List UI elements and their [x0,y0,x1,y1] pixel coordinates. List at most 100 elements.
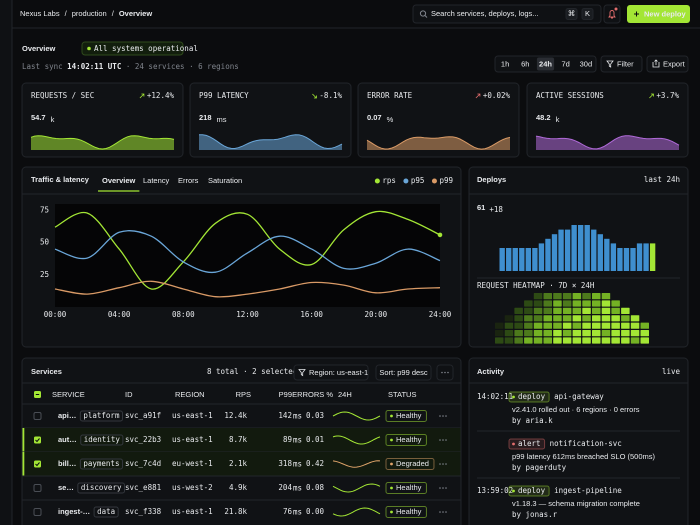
service-tag: data [97,507,115,516]
column-header: ID [125,390,133,399]
search-box[interactable] [412,4,602,24]
heatmap-cell [611,322,620,329]
heatmap-cell [611,300,620,307]
chart-tab[interactable]: Errors [178,176,199,185]
legend-label: p95 [411,176,425,185]
activity-kind-dot [512,442,515,446]
service-p99: 76 [283,507,293,516]
deploy-bar [578,225,584,271]
heatmap-cell [601,337,611,344]
deploys-total: 61 [477,203,485,212]
row-selected-bar [22,452,25,476]
service-id: svc_f338 [125,507,162,516]
kpi-value: 0.07 [367,113,382,122]
service-rps: 4.9k [229,483,248,492]
kpi-sparkline-area [31,135,174,150]
deploy-bar [499,248,505,271]
export-button[interactable] [646,55,689,73]
column-header: 24H [338,390,352,399]
service-name: aut… [58,435,77,444]
service-rps: 12.4k [224,411,247,420]
kbd [565,8,578,20]
heatmap-cell [504,315,514,322]
page-title: Overview [22,44,56,53]
kpi-delta: +3.7% [656,91,679,100]
heatmap-cell [562,337,572,344]
heatmap-cell [601,307,611,314]
row-menu [445,439,447,441]
row-checkbox[interactable] [33,484,42,492]
range-button: 30d [580,59,593,68]
status-text: All systems operational [94,44,198,53]
service-p99-unit: ms [293,412,302,421]
range-button: 1h [501,59,509,68]
row-checkbox[interactable] [34,460,41,468]
services-title: Services [31,367,62,376]
service-p99: 204 [278,483,292,492]
new-deploy-button[interactable] [627,5,690,23]
checkbox-check [35,462,40,467]
service-id: svc_a91f [125,411,161,420]
service-rps: 8.7k [229,435,248,444]
heatmap-cell [524,330,533,337]
plot-area [55,204,440,307]
filter-button[interactable] [600,55,643,73]
legend-label: rps [382,176,396,185]
row-menu [445,511,447,513]
more-icon [447,371,449,374]
sort-button[interactable] [375,364,432,381]
region-filter-label: Region: us-east-1 [309,368,368,377]
activity-kind-dot [512,489,515,493]
search-placeholder: Search services, deploys, logs... [431,9,539,18]
heatmap-cell [553,315,562,322]
service-id: svc_e881 [125,483,161,492]
service-p99-unit: ms [293,460,302,469]
status-label: Degraded [396,459,429,468]
row-checkbox[interactable] [34,436,41,444]
row-sparkline [332,483,381,493]
range-button: 7d [562,59,570,68]
heatmap-cell [621,322,630,329]
activity-message: v2.41.0 rolled out · 6 regions · 0 error… [512,405,640,414]
y-tick-label: 50 [40,238,50,247]
service-p99-unit: ms [293,436,302,445]
region-filter[interactable] [293,364,369,381]
row-menu [439,439,441,441]
x-tick-label: 16:00 [300,310,323,319]
activity-target: notification-svc [550,439,622,448]
chart-tab[interactable]: Latency [143,176,170,185]
service-rps: 21.8k [224,507,247,516]
filter-icon [606,60,614,68]
search-icon [419,10,427,17]
chart-tab[interactable]: Saturation [208,176,242,185]
row-menu [439,415,441,417]
heatmap-cell [621,315,630,322]
range-active[interactable] [536,57,555,71]
status-dot [390,438,393,442]
export-icon [652,59,660,68]
service-rps: 2.1k [229,459,248,468]
heatmap-cell [533,337,543,344]
deploy-bar [597,234,603,271]
kpi-label: REQUESTS / SEC [31,91,94,100]
heatmap-cell [562,293,572,300]
x-tick-label: 00:00 [44,310,67,319]
breadcrumb: Nexus Labs [20,9,60,18]
kpi-sparkline [198,134,343,150]
heatmap-cell [495,330,504,337]
row-checkbox[interactable] [33,412,42,420]
kpi-sparkline [366,136,511,150]
heatmap-cell [572,307,582,314]
legend-label: p99 [439,176,453,185]
kpi-delta: +12.4% [147,91,175,100]
heatmap-cell [553,293,562,300]
row-checkbox[interactable] [33,508,42,516]
chart-tab[interactable]: Overview [102,176,136,185]
search-icon [424,15,428,18]
notifications-button[interactable] [603,4,621,24]
y-tick-label: 75 [40,205,49,214]
heatmap-cell [553,322,562,329]
row-menu [445,463,447,465]
heatmap-cell [514,307,523,314]
kpi-unit: % [387,115,394,124]
